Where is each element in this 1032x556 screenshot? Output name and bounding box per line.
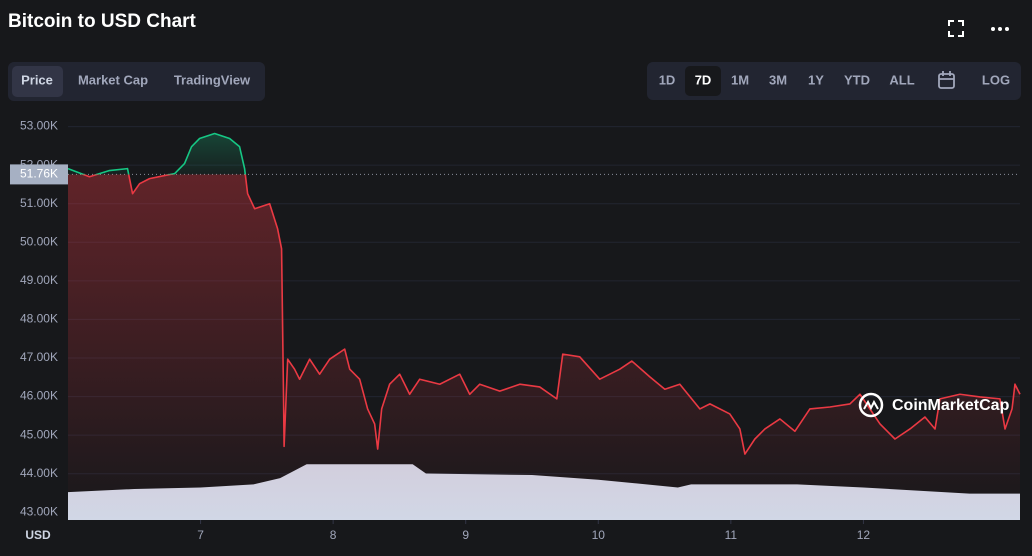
range-button[interactable]: 3M (769, 72, 787, 87)
currency-label: USD (25, 528, 51, 542)
range-button[interactable]: 1Y (808, 72, 824, 87)
y-tick-label: 48.00K (20, 312, 58, 326)
x-tick-label: 7 (197, 528, 204, 542)
tab-group (8, 62, 265, 101)
y-tick-label: 47.00K (20, 350, 58, 364)
tab[interactable]: Market Cap (78, 72, 148, 87)
y-tick-label: 51.00K (20, 196, 58, 210)
reference-label-box (10, 164, 68, 185)
y-tick-label: 49.00K (20, 273, 58, 287)
y-tick-label: 50.00K (20, 234, 58, 248)
range-button[interactable]: 1D (659, 72, 676, 87)
y-tick-label: 45.00K (20, 427, 58, 441)
range-group (647, 62, 1021, 100)
fullscreen-icon[interactable] (948, 20, 964, 37)
watermark-text: CoinMarketCap (892, 397, 1010, 414)
range-button[interactable]: ALL (889, 72, 914, 87)
y-tick-label: 43.00K (20, 504, 58, 518)
range-active (685, 66, 721, 96)
y-tick-label: 44.00K (20, 466, 58, 480)
range-button[interactable]: YTD (844, 72, 870, 87)
reference-label: 51.76K (20, 167, 58, 181)
tab-active (12, 66, 63, 97)
calendar-icon[interactable] (938, 71, 955, 89)
y-tick-label: 53.00K (20, 119, 58, 133)
log-button[interactable]: LOG (982, 72, 1010, 87)
tab[interactable]: TradingView (174, 72, 251, 87)
price-line (67, 132, 1021, 455)
range-button[interactable]: 7D (695, 72, 712, 87)
x-tick-label: 11 (725, 528, 738, 542)
chart-title: Bitcoin to USD Chart (8, 11, 197, 32)
y-tick-label: 46.00K (20, 389, 58, 403)
tab[interactable]: Price (21, 72, 53, 87)
x-tick-label: 8 (330, 528, 337, 542)
more-icon[interactable] (991, 27, 1009, 31)
x-tick-label: 12 (857, 528, 871, 542)
price-area (68, 133, 1020, 520)
x-tick-label: 9 (462, 528, 469, 542)
watermark: CoinMarketCap (858, 392, 1010, 418)
x-tick-label: 10 (592, 528, 606, 542)
range-button[interactable]: 1M (731, 72, 749, 87)
